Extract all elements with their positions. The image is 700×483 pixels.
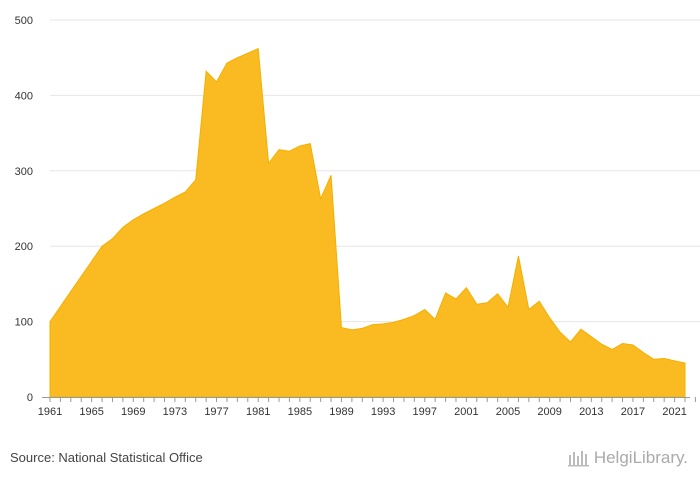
y-tick-label: 200: [15, 241, 33, 253]
x-tick-label: 2005: [496, 406, 520, 418]
y-tick-label: 400: [15, 90, 33, 102]
x-tick-label: 1973: [163, 406, 187, 418]
library-icon: [567, 451, 589, 467]
source-note: Source: National Statistical Office: [10, 450, 203, 465]
x-tick-label: 2021: [662, 406, 686, 418]
x-axis: 1961 1965 1969 1973 1977 1981 1985 1989 1993 1997…: [38, 397, 696, 418]
x-tick-label: 2017: [621, 406, 645, 418]
x-tick-label: 1977: [204, 406, 228, 418]
y-tick-label: 100: [15, 317, 33, 329]
x-tick-label: 2001: [454, 406, 478, 418]
y-tick-label: 0: [27, 392, 33, 404]
x-tick-label: 2009: [537, 406, 561, 418]
x-tick-label: 1965: [79, 406, 103, 418]
area-chart: 0 100 200 300 400 500 1961 1965 1969 1973 1977 198…: [15, 15, 700, 418]
y-tick-label: 500: [15, 15, 33, 27]
y-tick-label: 300: [15, 166, 33, 178]
x-tick-label: 1993: [371, 406, 395, 418]
x-tick-label: 1961: [38, 406, 62, 418]
area-series: [49, 47, 686, 398]
x-tick-label: 1989: [329, 406, 353, 418]
x-tick-label: 1981: [246, 406, 270, 418]
helgilibrary-logo: HelgiLibrary.: [567, 448, 688, 468]
brand-name: HelgiLibrary.: [593, 448, 688, 467]
x-tick-label: 1969: [121, 406, 145, 418]
x-tick-label: 1985: [288, 406, 312, 418]
y-axis: 0 100 200 300 400 500: [15, 15, 33, 404]
x-tick-label: 2013: [579, 406, 603, 418]
x-tick-label: 1997: [413, 406, 437, 418]
area-series-fill: [49, 47, 686, 398]
